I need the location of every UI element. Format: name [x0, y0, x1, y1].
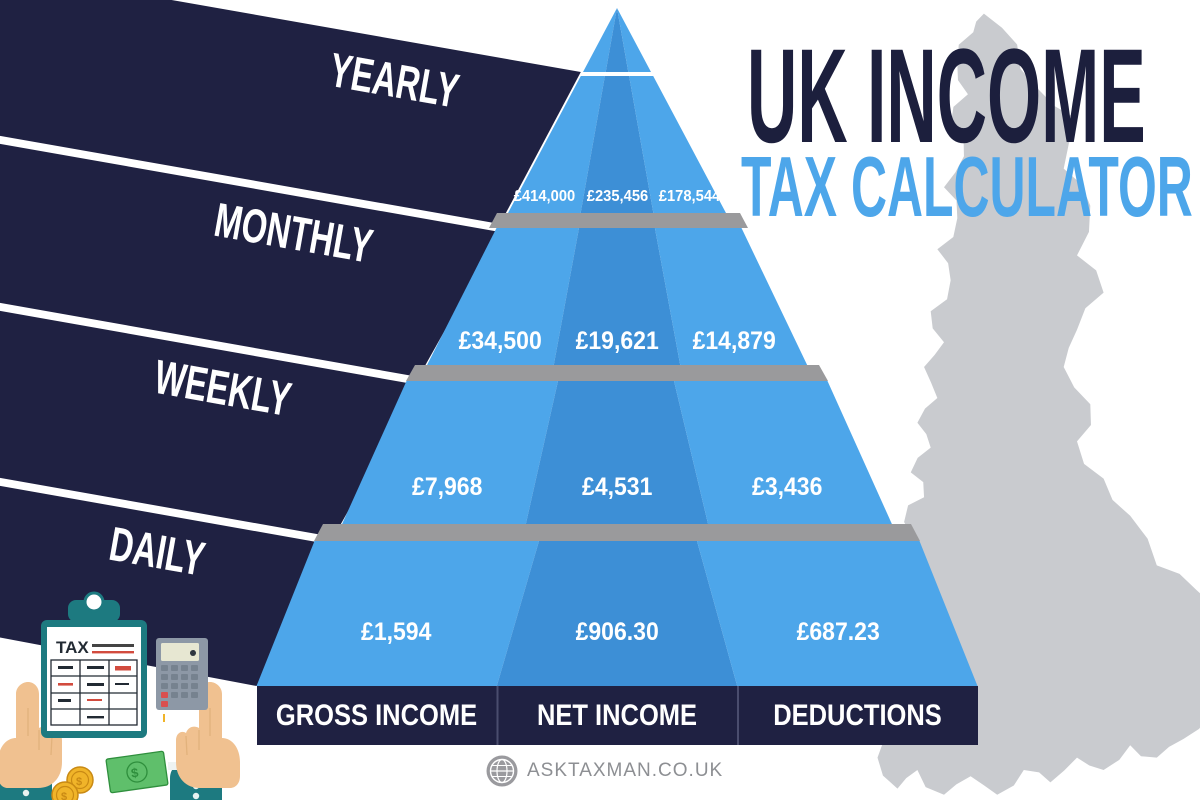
svg-text:$: $ — [61, 791, 67, 800]
svg-text:$: $ — [76, 776, 82, 788]
svg-text:TAX: TAX — [56, 638, 89, 657]
svg-text:0: 0 — [191, 650, 196, 659]
